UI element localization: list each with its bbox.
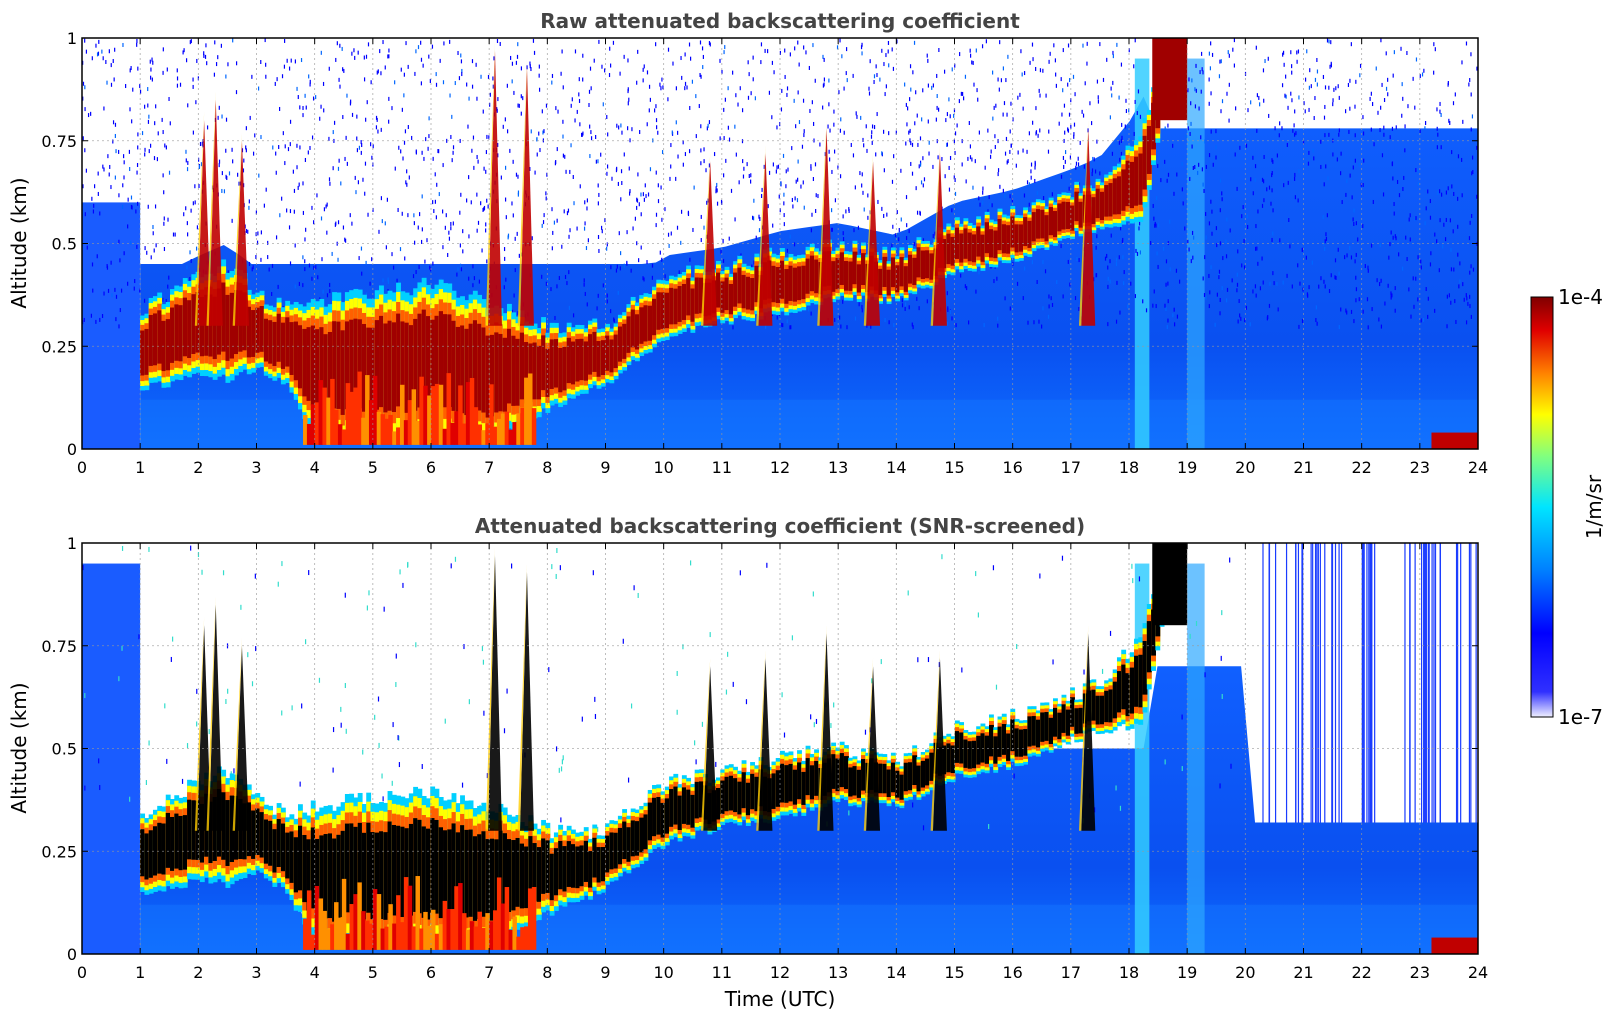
colorbar-max-label: 1e-4	[1558, 285, 1603, 309]
x-tick-label: 23	[1410, 458, 1430, 477]
x-tick-label: 24	[1468, 458, 1488, 477]
panel-raw-plot	[82, 38, 1479, 449]
x-tick-label: 3	[251, 458, 261, 477]
x-tick-label: 9	[600, 458, 610, 477]
x-tick-label: 0	[77, 963, 87, 982]
x-tick-label: 20	[1235, 458, 1255, 477]
x-tick-label: 14	[886, 458, 906, 477]
x-tick-label: 16	[1002, 458, 1022, 477]
x-tick-label: 5	[368, 963, 378, 982]
panel-screened-plot	[82, 543, 1478, 954]
x-tick-label: 1	[135, 963, 145, 982]
y-tick-label: 0.75	[41, 132, 77, 151]
x-tick-label: 2	[193, 963, 203, 982]
x-tick-label: 12	[770, 963, 790, 982]
x-tick-label: 19	[1177, 458, 1197, 477]
x-tick-label: 0	[77, 458, 87, 477]
y-tick-label: 1	[67, 29, 77, 48]
x-tick-label: 21	[1293, 963, 1313, 982]
x-tick-label: 17	[1061, 963, 1081, 982]
y-tick-label: 0	[67, 945, 77, 964]
x-tick-label: 16	[1002, 963, 1022, 982]
y-tick-label: 0.25	[41, 842, 77, 861]
x-tick-label: 7	[484, 963, 494, 982]
colorbar-min-label: 1e-7	[1558, 705, 1603, 729]
panel-screened-title: Attenuated backscattering coefficient (S…	[475, 514, 1085, 538]
y-tick-label: 0.5	[52, 235, 77, 254]
x-tick-label: 13	[828, 963, 848, 982]
x-tick-label: 24	[1468, 963, 1488, 982]
x-tick-label: 11	[712, 458, 732, 477]
x-tick-label: 11	[712, 963, 732, 982]
x-tick-label: 22	[1351, 458, 1371, 477]
x-tick-label: 2	[193, 458, 203, 477]
panel-screened-xlabel: Time (UTC)	[724, 987, 836, 1011]
x-tick-label: 18	[1119, 458, 1139, 477]
x-tick-label: 10	[653, 458, 673, 477]
x-tick-label: 12	[770, 458, 790, 477]
x-tick-label: 4	[310, 963, 320, 982]
x-tick-label: 18	[1119, 963, 1139, 982]
y-tick-label: 0	[67, 440, 77, 459]
panel-raw-title: Raw attenuated backscattering coefficien…	[540, 9, 1020, 33]
panel-raw: Raw attenuated backscattering coefficien…	[7, 9, 1488, 477]
surface-patch	[1431, 433, 1478, 449]
x-tick-label: 8	[542, 458, 552, 477]
high-cloud	[1152, 543, 1187, 625]
x-tick-label: 1	[135, 458, 145, 477]
high-cloud	[1152, 38, 1187, 120]
x-tick-label: 15	[944, 963, 964, 982]
column-19	[1187, 59, 1204, 449]
x-tick-label: 15	[944, 458, 964, 477]
x-tick-label: 20	[1235, 963, 1255, 982]
x-tick-label: 21	[1293, 458, 1313, 477]
column-19	[1187, 564, 1204, 954]
colorbar: 1e-4 1e-7 1/m/sr	[1531, 285, 1606, 729]
x-tick-label: 3	[251, 963, 261, 982]
x-tick-label: 10	[653, 963, 673, 982]
x-tick-label: 23	[1410, 963, 1430, 982]
panel-screened-ylabel: Altitude (km)	[7, 682, 31, 813]
x-tick-label: 22	[1351, 963, 1371, 982]
x-tick-label: 9	[600, 963, 610, 982]
x-tick-label: 19	[1177, 963, 1197, 982]
y-tick-label: 0.5	[52, 740, 77, 759]
x-tick-label: 7	[484, 458, 494, 477]
x-tick-label: 4	[310, 458, 320, 477]
y-tick-label: 0.25	[41, 337, 77, 356]
x-tick-label: 6	[426, 458, 436, 477]
x-tick-label: 8	[542, 963, 552, 982]
x-tick-label: 6	[426, 963, 436, 982]
y-tick-label: 1	[67, 534, 77, 553]
y-tick-label: 0.75	[41, 637, 77, 656]
x-tick-label: 5	[368, 458, 378, 477]
panel-raw-ylabel: Altitude (km)	[7, 177, 31, 308]
x-tick-label: 13	[828, 458, 848, 477]
colorbar-unit-label: 1/m/sr	[1582, 474, 1606, 539]
panel-screened: Attenuated backscattering coefficient (S…	[7, 514, 1488, 1011]
colorbar-gradient	[1531, 297, 1553, 717]
x-tick-label: 17	[1061, 458, 1081, 477]
surface-patch	[1431, 938, 1478, 954]
x-tick-label: 14	[886, 963, 906, 982]
